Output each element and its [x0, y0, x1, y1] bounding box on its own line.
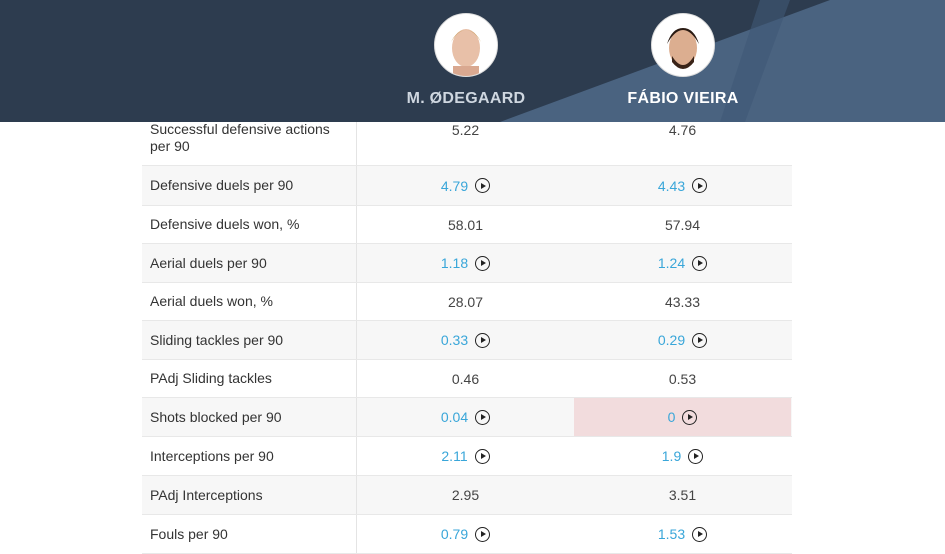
stat-value[interactable]: 0.04 [357, 398, 574, 436]
stat-value[interactable]: 0.33 [357, 321, 574, 359]
stat-value: 3.51 [574, 476, 791, 514]
play-video-icon[interactable] [475, 255, 491, 271]
stat-label: Fouls per 90 [142, 515, 357, 553]
play-video-icon[interactable] [475, 526, 491, 542]
stat-value[interactable]: 1.24 [574, 244, 791, 282]
value-text[interactable]: 0 [667, 409, 676, 425]
player-avatar[interactable] [651, 13, 715, 77]
table-row: PAdj Interceptions 2.95 3.51 [142, 476, 792, 515]
table-row: Aerial duels won, % 28.07 43.33 [142, 283, 792, 321]
table-row: PAdj Sliding tackles 0.46 0.53 [142, 360, 792, 398]
play-video-icon[interactable] [692, 178, 708, 193]
stat-label: Successful defensive actions per 90 [142, 112, 357, 165]
value-text: 28.07 [447, 293, 484, 310]
table-row: Fouls per 90 0.79 1.53 [142, 515, 792, 554]
play-video-icon[interactable] [692, 255, 708, 271]
table-row: Sliding tackles per 90 0.33 0.29 [142, 321, 792, 360]
table-row: Aerial duels per 90 1.18 1.24 [142, 244, 792, 283]
stat-label: Defensive duels per 90 [142, 166, 357, 205]
stat-value: 0.53 [574, 360, 791, 397]
stat-value[interactable]: 1.9 [574, 437, 791, 475]
stat-label: Interceptions per 90 [142, 437, 357, 475]
play-video-icon[interactable] [682, 409, 698, 425]
stat-value: 43.33 [574, 283, 791, 320]
stat-value[interactable]: 0 [574, 398, 791, 436]
value-text[interactable]: 0.33 [440, 332, 469, 348]
value-text: 43.33 [664, 293, 701, 310]
stat-label: Aerial duels won, % [142, 283, 357, 320]
value-text: 4.76 [668, 122, 697, 138]
value-text: 0.53 [668, 370, 697, 387]
stat-value: 58.01 [357, 206, 574, 243]
stat-label: PAdj Sliding tackles [142, 360, 357, 397]
player-column-1: M. ØDEGAARD [366, 0, 566, 108]
player-name: FÁBIO VIEIRA [627, 90, 739, 107]
player-name: M. ØDEGAARD [406, 90, 526, 107]
stat-label: PAdj Interceptions [142, 476, 357, 514]
stat-label: Defensive duels won, % [142, 206, 357, 243]
value-text[interactable]: 0.29 [657, 332, 686, 348]
player-avatar[interactable] [434, 13, 498, 77]
value-text[interactable]: 0.04 [440, 409, 469, 425]
table-row: Interceptions per 90 2.11 1.9 [142, 437, 792, 476]
value-text: 2.95 [451, 487, 480, 503]
value-text: 57.94 [664, 216, 701, 233]
comparison-header: M. ØDEGAARD FÁBIO VIEIRA [0, 0, 945, 122]
value-text[interactable]: 1.9 [661, 448, 682, 464]
value-text[interactable]: 0.79 [440, 526, 469, 542]
table-row: Defensive duels per 90 4.79 4.43 [142, 166, 792, 206]
stat-value: 4.76 [574, 112, 791, 165]
play-video-icon[interactable] [475, 332, 491, 348]
play-video-icon[interactable] [692, 332, 708, 348]
value-text[interactable]: 2.11 [441, 448, 468, 464]
play-video-icon[interactable] [475, 409, 491, 425]
play-video-icon[interactable] [688, 448, 704, 464]
stat-value[interactable]: 4.43 [574, 166, 791, 205]
stat-value: 0.46 [357, 360, 574, 397]
value-text[interactable]: 1.18 [440, 255, 469, 271]
table-row: Successful defensive actions per 90 5.22 4… [142, 112, 792, 166]
stat-value: 57.94 [574, 206, 791, 243]
stat-label: Sliding tackles per 90 [142, 321, 357, 359]
stat-value: 2.95 [357, 476, 574, 514]
stat-value[interactable]: 2.11 [357, 437, 574, 475]
stats-table: Successful defensive actions per 90 5.22 4… [142, 112, 792, 554]
stat-value[interactable]: 0.29 [574, 321, 791, 359]
table-row: Shots blocked per 90 0.04 0 [142, 398, 792, 437]
value-text[interactable]: 4.79 [440, 177, 469, 194]
play-video-icon[interactable] [475, 178, 491, 193]
header-background [500, 0, 945, 122]
play-video-icon[interactable] [474, 448, 490, 464]
player-column-2: FÁBIO VIEIRA [583, 0, 783, 108]
stat-value[interactable]: 0.79 [357, 515, 574, 553]
stat-value[interactable]: 4.79 [357, 166, 574, 205]
value-text[interactable]: 1.24 [657, 255, 686, 271]
play-video-icon[interactable] [692, 526, 708, 542]
value-text: 3.51 [668, 487, 697, 503]
stat-label: Shots blocked per 90 [142, 398, 357, 436]
value-text: 58.01 [447, 216, 484, 233]
stat-value: 5.22 [357, 112, 574, 165]
table-row: Defensive duels won, % 58.01 57.94 [142, 206, 792, 244]
stat-value: 28.07 [357, 283, 574, 320]
stat-value[interactable]: 1.18 [357, 244, 574, 282]
value-text[interactable]: 1.53 [657, 526, 686, 542]
value-text: 0.46 [451, 370, 480, 387]
value-text: 5.22 [451, 122, 480, 138]
stat-label: Aerial duels per 90 [142, 244, 357, 282]
stat-value[interactable]: 1.53 [574, 515, 791, 553]
value-text[interactable]: 4.43 [657, 177, 686, 194]
